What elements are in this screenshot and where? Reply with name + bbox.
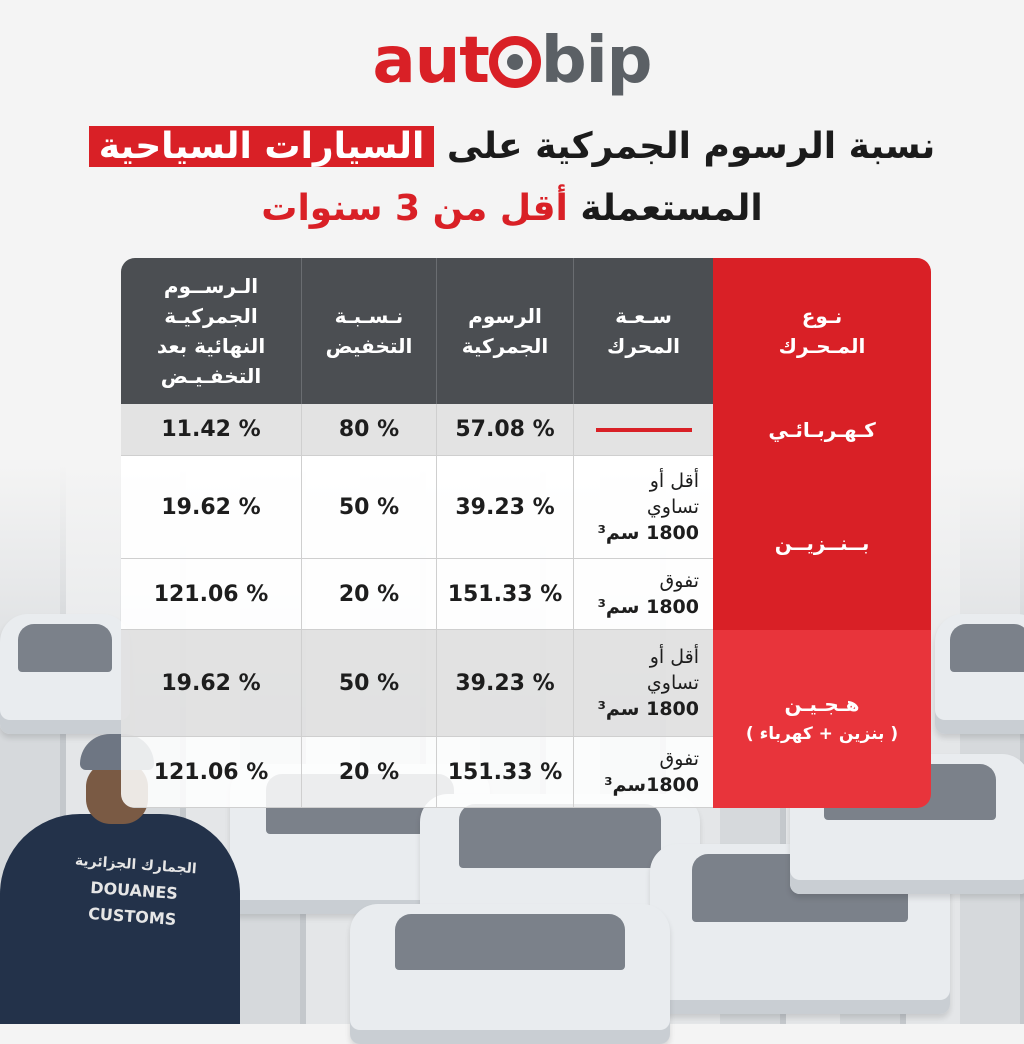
engine-type-hybrid: هـجـيـن ( بنزين + كهرباء ) (713, 630, 931, 808)
final-cell: 121.06 % (121, 559, 301, 630)
capacity-cell: تفوق 1800 سم³ (573, 559, 713, 630)
customs-cell: 39.23 % (436, 456, 573, 559)
wheel-icon (488, 36, 541, 88)
final-cell: 19.62 % (121, 456, 301, 559)
engine-type-electric: كـهـربـائـي (713, 404, 931, 456)
header-customs-duties: الرسوم الجمركية (436, 258, 573, 404)
customs-patch: الجمارك الجزائرية DOUANES CUSTOMS (74, 852, 198, 929)
title-highlight-red: أقل من 3 سنوات (261, 188, 568, 229)
customs-cell: 57.08 % (436, 404, 573, 456)
discount-cell: 50 % (301, 630, 436, 737)
header-engine-capacity: سـعـة المحرك (573, 258, 713, 404)
discount-cell: 80 % (301, 404, 436, 456)
final-cell: 121.06 % (121, 737, 301, 808)
autobip-logo: aut bip (372, 24, 653, 98)
capacity-cell: أقل أو تساوي 1800 سم³ (573, 630, 713, 737)
engine-type-petrol: بــنــزيــن (713, 456, 931, 630)
final-cell: 19.62 % (121, 630, 301, 737)
capacity-cell: تفوق 1800سم³ (573, 737, 713, 808)
discount-cell: 50 % (301, 456, 436, 559)
car-image (935, 614, 1024, 734)
car-image (0, 614, 130, 734)
page-title-line1: نسبة الرسوم الجمركية على السيارات السياح… (0, 126, 1024, 167)
discount-cell: 20 % (301, 559, 436, 630)
header-final-duties: الـرســوم الجمركيـة النهائية بعد التخفـي… (121, 258, 301, 404)
customs-cell: 151.33 % (436, 737, 573, 808)
capacity-cell: أقل أو تساوي 1800 سم³ (573, 456, 713, 559)
customs-cell: 39.23 % (436, 630, 573, 737)
final-cell: 11.42 % (121, 404, 301, 456)
header-discount-rate: نـسـبـة التخفيض (301, 258, 436, 404)
dash-divider (595, 427, 692, 432)
car-image (350, 904, 670, 1044)
customs-cell: 151.33 % (436, 559, 573, 630)
capacity-cell (573, 404, 713, 456)
title-highlight-box: السيارات السياحية (88, 126, 435, 167)
header-engine-type: نـوع المـحـرك (713, 258, 931, 404)
page-title-line2: المستعملة أقل من 3 سنوات (261, 188, 763, 229)
discount-cell: 20 % (301, 737, 436, 808)
customs-duties-table: نـوع المـحـرك سـعـة المحرك الرسوم الجمرك… (121, 258, 931, 808)
